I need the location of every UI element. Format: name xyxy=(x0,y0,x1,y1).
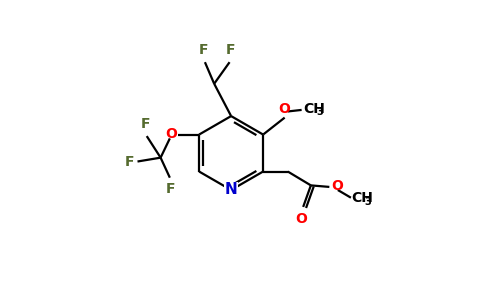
Text: F: F xyxy=(226,43,235,57)
Text: O: O xyxy=(165,127,177,141)
Text: F: F xyxy=(166,182,175,196)
Text: F: F xyxy=(140,118,150,131)
Text: 3: 3 xyxy=(316,107,323,117)
Text: F: F xyxy=(198,43,208,57)
Text: CH: CH xyxy=(352,191,374,206)
Text: N: N xyxy=(225,182,238,197)
Text: F: F xyxy=(125,154,135,169)
Text: O: O xyxy=(296,212,307,226)
Text: CH: CH xyxy=(303,102,325,116)
Text: O: O xyxy=(279,102,290,116)
Text: O: O xyxy=(331,179,343,193)
Text: 3: 3 xyxy=(365,196,372,206)
